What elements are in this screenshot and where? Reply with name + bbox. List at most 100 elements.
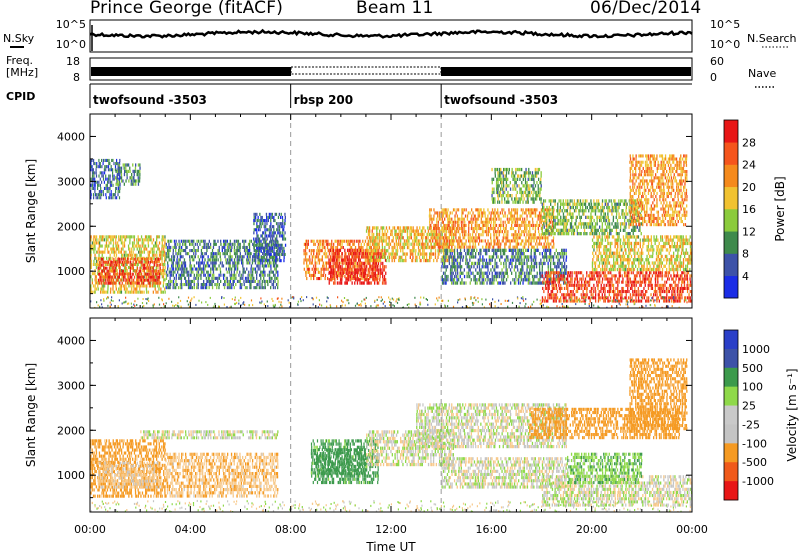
heatmap-cell [119,158,121,162]
heatmap-cell [130,235,132,239]
heatmap-cell [464,223,466,227]
heatmap-cell [559,252,562,256]
heatmap-cell [193,273,195,277]
heatmap-cell [376,278,378,282]
heatmap-cell [274,231,276,235]
heatmap-cell [544,245,546,249]
heatmap-cell [371,255,373,259]
heatmap-cell [157,263,159,267]
heatmap-cell [559,205,561,210]
heatmap-cell [376,255,378,259]
heatmap-cell [544,199,547,203]
heatmap-cell [267,219,269,223]
heatmap-cell [543,222,545,226]
heatmap-cell [452,220,455,224]
heatmap-cell [486,281,488,285]
heatmap-cell [422,249,424,253]
heatmap-cell [429,232,431,237]
heatmap-cell [270,234,272,238]
heatmap-cell [262,237,264,241]
heatmap-cell [167,286,169,290]
heatmap-cell [158,272,160,276]
heatmap-cell [433,232,435,237]
heatmap-cell [112,183,114,187]
heatmap-cell [226,239,228,243]
heatmap-cell [442,271,445,275]
heatmap-cell [453,255,455,259]
heatmap-cell [555,215,557,219]
heatmap-cell [108,281,110,285]
heatmap-cell [100,266,102,270]
heatmap-cell [439,217,442,221]
heatmap-cell [346,239,349,243]
heatmap-cell [353,242,355,246]
heatmap-cell [111,263,113,267]
heatmap-cell [314,270,317,274]
heatmap-cell [281,243,283,247]
heatmap-cell [348,274,350,279]
heatmap-cell [359,239,361,243]
heatmap-cell [479,281,481,285]
heatmap-cell [235,255,237,259]
heatmap-cell [374,249,376,253]
heatmap-cell [461,239,463,243]
heatmap-cell [154,260,157,264]
heatmap-cell [284,237,287,241]
heatmap-cell [172,264,174,268]
heatmap-cell [430,252,432,256]
heatmap-cell [536,281,538,285]
heatmap-cell [187,252,190,256]
heatmap-cell [108,177,110,181]
heatmap-cell [480,217,482,221]
heatmap-cell [507,220,509,224]
heatmap-cell [454,233,456,237]
heatmap-cell [154,278,157,282]
heatmap-cell [258,261,260,265]
heatmap-cell [337,239,339,243]
heatmap-cell [161,262,163,266]
heatmap-cell [539,278,541,282]
heatmap-cell [326,252,328,256]
heatmap-cell [463,281,465,285]
heatmap-cell [331,278,333,282]
heatmap-cell [152,272,154,276]
heatmap-cell [422,242,424,246]
heatmap-cell [504,281,506,285]
heatmap-cell [519,217,521,221]
heatmap-cell [102,171,104,175]
heatmap-cell [236,245,238,249]
heatmap-cell [102,260,104,264]
heatmap-cell [172,267,175,271]
heatmap-cell [487,227,489,231]
heatmap-cell [383,252,386,256]
heatmap-cell [229,255,232,259]
heatmap-cell [443,281,445,285]
heatmap-cell [446,242,449,246]
heatmap-cell [120,262,123,266]
heatmap-cell [277,283,279,287]
heatmap-cell [349,242,351,246]
heatmap-cell [560,271,562,275]
heatmap-cell [480,233,482,237]
heatmap-cell [461,214,463,218]
heatmap-cell [395,236,397,240]
heatmap-cell [352,252,355,256]
heatmap-cell [441,230,443,234]
heatmap-cell [243,245,245,249]
noise-right-tick-low: 10^0 [710,38,740,51]
heatmap-cell [140,260,142,264]
heatmap-cell [228,255,230,259]
heatmap-cell [361,265,363,269]
heatmap-cell [495,255,498,259]
heatmap-cell [551,232,553,236]
heatmap-cell [283,249,285,253]
heatmap-cell [383,252,385,256]
heatmap-cell [111,238,113,242]
heatmap-cell [487,233,489,237]
heatmap-cell [92,193,95,197]
heatmap-cell [238,242,240,246]
heatmap-cell [100,281,102,285]
heatmap-cell [453,252,456,256]
heatmap-cell [115,162,117,166]
heatmap-cell [447,220,449,224]
